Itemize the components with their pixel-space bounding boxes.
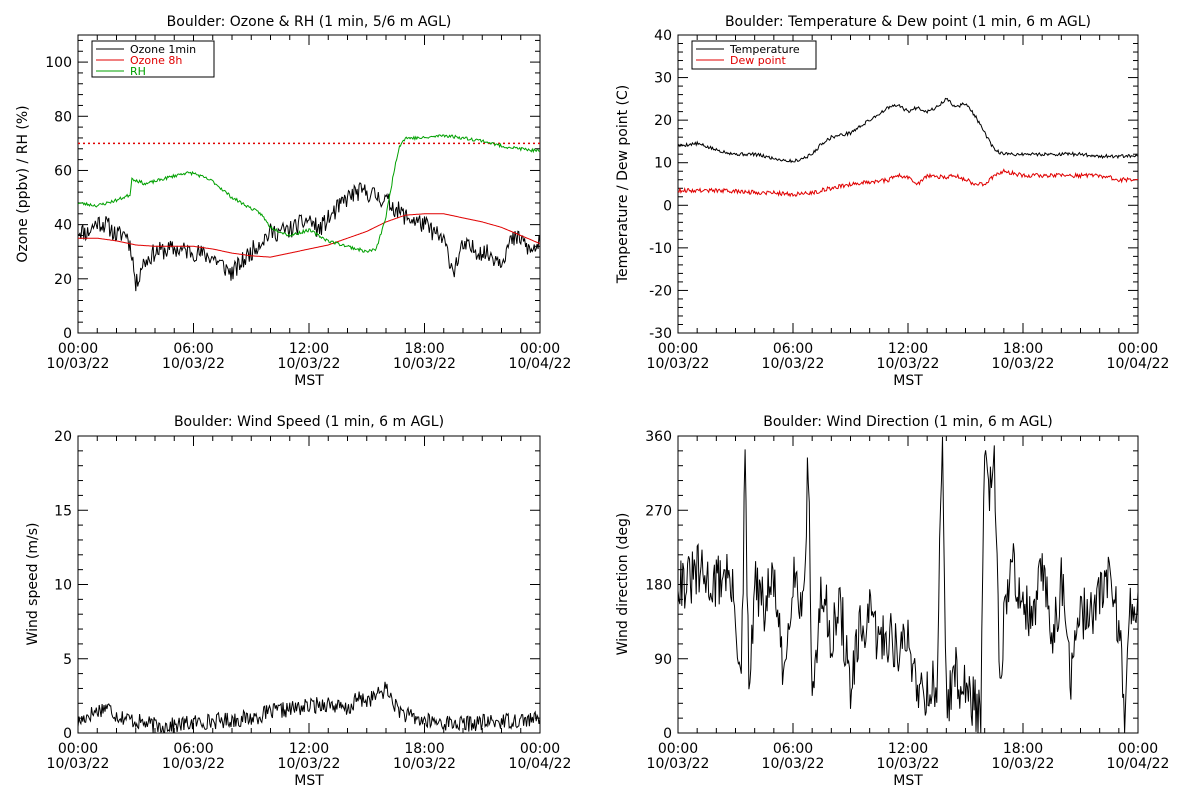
y-tick-label: -30 [649, 326, 672, 342]
series-line-rh [77, 134, 541, 253]
legend: Temperature Dew point [691, 40, 817, 70]
x-tick-label-date: 10/03/22 [762, 356, 825, 372]
y-tick-label: 40 [54, 218, 72, 234]
y-tick-label: 0 [663, 198, 672, 214]
series-line-ozone-1min [77, 182, 541, 292]
x-tick-label-time: 06:00 [773, 341, 813, 357]
x-tick-label-date: 10/03/22 [647, 356, 710, 372]
legend: Ozone 1min Ozone 8h RH [91, 40, 215, 78]
y-tick-label: 360 [645, 429, 672, 445]
x-tick-label-date: 10/04/22 [509, 356, 572, 372]
y-tick-label: 90 [654, 652, 672, 668]
plot-area: 0510152000:0010/03/2206:0010/03/2212:001… [47, 429, 572, 772]
y-tick-label: 180 [645, 578, 672, 594]
y-tick-label: 0 [63, 726, 72, 742]
x-tick-label-time: 12:00 [289, 741, 329, 757]
series-line-series-0 [77, 681, 541, 733]
chart-title: Boulder: Temperature & Dew point (1 min,… [725, 14, 1091, 30]
series-line-temperature [677, 97, 1139, 164]
x-tick-label-time: 18:00 [404, 341, 444, 357]
x-tick-label-time: 00:00 [1118, 341, 1158, 357]
x-axis-label: MST [294, 773, 324, 789]
series-line-dew-point [677, 168, 1139, 198]
x-tick-label-time: 12:00 [888, 741, 928, 757]
x-tick-label-time: 06:00 [173, 341, 213, 357]
x-tick-label-time: 06:00 [773, 741, 813, 757]
x-tick-label-date: 10/03/22 [278, 356, 341, 372]
x-axis-label: MST [893, 373, 923, 389]
x-tick-label-date: 10/03/22 [877, 356, 940, 372]
x-tick-label-time: 00:00 [520, 341, 560, 357]
y-tick-label: 40 [654, 28, 672, 44]
chart-title: Boulder: Wind Speed (1 min, 6 m AGL) [174, 414, 444, 430]
y-tick-label: 5 [63, 652, 72, 668]
plot-area: -30-20-1001020304000:0010/03/2206:0010/0… [647, 28, 1170, 372]
y-tick-label: 20 [654, 113, 672, 129]
x-tick-label-date: 10/03/22 [278, 756, 341, 772]
x-tick-label-time: 00:00 [658, 741, 698, 757]
chart-title: Boulder: Ozone & RH (1 min, 5/6 m AGL) [167, 14, 452, 30]
x-tick-label-date: 10/03/22 [992, 356, 1055, 372]
legend-box [691, 40, 817, 70]
plot-area: 09018027036000:0010/03/2206:0010/03/2212… [645, 429, 1169, 772]
x-tick-label-date: 10/03/22 [647, 756, 710, 772]
x-axis-label: MST [294, 373, 324, 389]
legend-label-ozone-8h: Ozone 8h [130, 54, 182, 67]
y-tick-label: 0 [663, 726, 672, 742]
y-tick-label: 20 [54, 272, 72, 288]
y-tick-label: 10 [54, 578, 72, 594]
series-line-series-0 [677, 436, 1139, 734]
x-tick-label-date: 10/03/22 [762, 756, 825, 772]
chart-title: Boulder: Wind Direction (1 min, 6 m AGL) [763, 414, 1052, 430]
x-tick-label-time: 18:00 [404, 741, 444, 757]
y-tick-label: 20 [54, 429, 72, 445]
x-tick-label-date: 10/03/22 [47, 756, 110, 772]
x-tick-label-date: 10/03/22 [47, 356, 110, 372]
legend-label-temperature: Temperature [729, 43, 800, 56]
series-line-ozone-8h [78, 213, 541, 258]
y-tick-label: 100 [45, 55, 72, 71]
x-tick-label-date: 10/03/22 [393, 756, 456, 772]
x-tick-label-time: 12:00 [289, 341, 329, 357]
x-tick-label-date: 10/03/22 [162, 356, 225, 372]
x-axis-label: MST [893, 773, 923, 789]
y-tick-label: 10 [654, 156, 672, 172]
y-tick-label: 30 [654, 71, 672, 87]
x-tick-label-time: 18:00 [1003, 741, 1043, 757]
x-tick-label-time: 00:00 [58, 341, 98, 357]
x-tick-label-date: 10/04/22 [1107, 356, 1170, 372]
x-tick-label-time: 12:00 [888, 341, 928, 357]
y-tick-label: 0 [63, 326, 72, 342]
y-tick-label: 80 [54, 109, 72, 125]
x-tick-label-date: 10/04/22 [509, 756, 572, 772]
y-axis-label: Wind direction (deg) [615, 513, 631, 656]
y-tick-label: 60 [54, 163, 72, 179]
x-tick-label-time: 00:00 [1118, 741, 1158, 757]
y-tick-label: 15 [54, 503, 72, 519]
legend-label-ozone-1min: Ozone 1min [130, 43, 196, 56]
x-tick-label-date: 10/03/22 [162, 756, 225, 772]
x-tick-label-time: 18:00 [1003, 341, 1043, 357]
y-axis-label: Temperature / Dew point (C) [615, 85, 631, 284]
y-axis-label: Wind speed (m/s) [25, 523, 41, 646]
x-tick-label-date: 10/04/22 [1107, 756, 1170, 772]
legend-label-dew-point: Dew point [730, 54, 786, 67]
plot-area: 02040608010000:0010/03/2206:0010/03/2212… [45, 34, 572, 372]
x-tick-label-time: 00:00 [58, 741, 98, 757]
x-tick-label-time: 00:00 [658, 341, 698, 357]
x-tick-label-time: 00:00 [520, 741, 560, 757]
x-tick-label-time: 06:00 [173, 741, 213, 757]
x-tick-label-date: 10/03/22 [393, 356, 456, 372]
x-tick-label-date: 10/03/22 [992, 756, 1055, 772]
legend-label-rh: RH [130, 65, 146, 78]
x-tick-label-date: 10/03/22 [877, 756, 940, 772]
y-tick-label: -20 [649, 283, 672, 299]
y-tick-label: 270 [645, 503, 672, 519]
y-axis-label: Ozone (ppbv) / RH (%) [15, 105, 31, 262]
y-tick-label: -10 [649, 241, 672, 257]
